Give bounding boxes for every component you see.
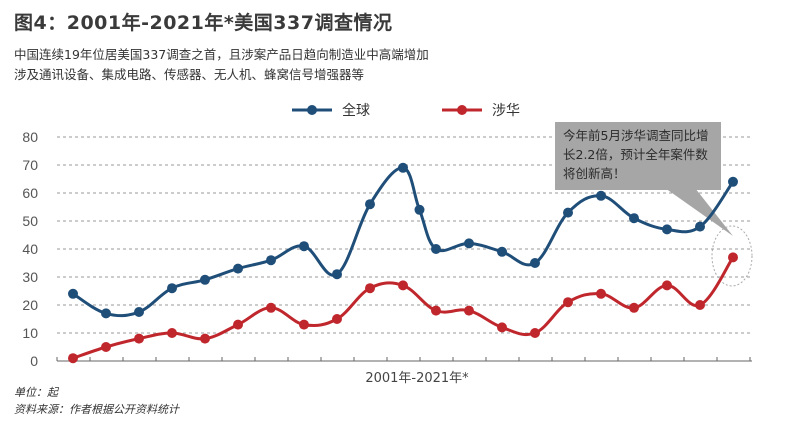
data-point xyxy=(728,252,738,263)
data-point xyxy=(200,274,210,285)
data-point xyxy=(596,288,606,299)
y-tick-label: 40 xyxy=(22,241,38,257)
data-point xyxy=(497,322,507,333)
annotation-callout: 今年前5月涉华调查同比增长2.2倍，预计全年案件数将创新高！ xyxy=(555,122,721,190)
legend-label: 涉华 xyxy=(492,103,520,119)
data-point xyxy=(266,255,276,266)
data-point xyxy=(563,297,573,308)
data-point xyxy=(431,244,441,254)
subtitle-line-2: 涉及通讯设备、集成电路、传感器、无人机、蜂窝信号增强器等 xyxy=(14,67,365,82)
data-point xyxy=(167,328,177,338)
data-point xyxy=(332,314,342,324)
subtitle-line-1: 中国连续19年位居美国337调查之首，且涉案产品日趋向制造业中高端增加 xyxy=(14,47,429,62)
data-point xyxy=(596,190,606,201)
data-point xyxy=(563,207,573,218)
data-point xyxy=(134,307,144,317)
data-point xyxy=(200,333,210,344)
legend-marker xyxy=(457,105,467,115)
data-point xyxy=(398,162,408,173)
y-tick-label: 60 xyxy=(22,185,38,201)
y-tick-label: 50 xyxy=(22,213,38,229)
data-point xyxy=(530,258,540,268)
data-point xyxy=(464,305,474,316)
series-line-global xyxy=(72,166,735,318)
source-note: 资料来源：作者根据公开资料统计 xyxy=(14,403,179,416)
data-point xyxy=(497,246,507,257)
y-tick-label: 0 xyxy=(30,353,38,369)
data-point xyxy=(365,199,375,210)
data-point xyxy=(398,280,408,291)
data-point xyxy=(233,319,243,330)
data-point xyxy=(101,308,111,319)
data-point xyxy=(662,280,672,291)
data-point xyxy=(68,288,78,299)
data-point xyxy=(167,283,177,294)
data-point xyxy=(728,176,738,187)
y-tick-label: 80 xyxy=(22,129,38,145)
legend-marker xyxy=(307,105,317,115)
data-point xyxy=(629,213,639,224)
data-point xyxy=(662,224,672,235)
y-tick-label: 30 xyxy=(22,269,38,285)
data-point xyxy=(101,342,111,352)
data-point xyxy=(299,241,309,252)
data-point xyxy=(695,221,705,232)
data-point xyxy=(266,302,276,313)
data-point xyxy=(431,305,441,316)
data-point xyxy=(695,300,705,310)
data-point xyxy=(233,263,243,274)
data-point xyxy=(365,283,375,294)
data-point xyxy=(332,269,342,280)
unit-note: 单位：起 xyxy=(14,386,58,399)
callout-pointer xyxy=(665,188,733,236)
data-point xyxy=(299,319,309,330)
data-point xyxy=(414,204,425,215)
chart-title: 图4：2001年-2021年*美国337调查情况 xyxy=(14,12,393,34)
y-tick-label: 10 xyxy=(22,325,38,341)
highlight-circle xyxy=(711,225,753,287)
legend-label: 全球 xyxy=(342,102,370,119)
data-point xyxy=(464,238,474,249)
x-axis-label: 2001年-2021年* xyxy=(365,371,469,386)
y-tick-label: 20 xyxy=(22,297,38,313)
data-point xyxy=(134,333,144,344)
data-point xyxy=(68,353,78,364)
data-point xyxy=(629,302,639,313)
data-point xyxy=(530,328,540,338)
y-tick-label: 70 xyxy=(22,157,38,173)
